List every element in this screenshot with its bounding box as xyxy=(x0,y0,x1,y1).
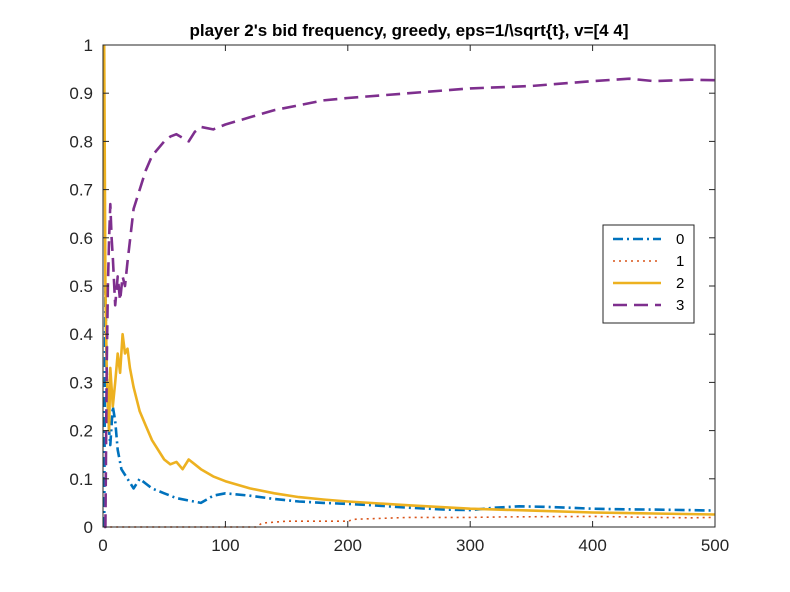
x-tick-label: 300 xyxy=(456,536,484,555)
axes-layer: 0 100 200 300 400 500 0 0.1 0.2 0.3 0.4 0.5 0.6 0.7 0.… xyxy=(69,36,729,555)
y-tick-label: 0.4 xyxy=(69,325,93,344)
legend-label-1: 1 xyxy=(676,253,684,270)
series-line-3 xyxy=(104,77,716,529)
x-tick-label: 500 xyxy=(701,536,729,555)
series-line-2 xyxy=(102,44,716,516)
y-tick-label: 0.5 xyxy=(69,277,93,296)
legend-label-3: 3 xyxy=(676,297,684,314)
y-tick-label: 0.3 xyxy=(69,373,93,392)
x-tick-label: 200 xyxy=(334,536,362,555)
x-tick-label: 0 xyxy=(98,536,107,555)
x-tick-label: 100 xyxy=(211,536,239,555)
y-tick-label: 0 xyxy=(84,518,93,537)
y-tick-label: 0.6 xyxy=(69,229,93,248)
legend-box xyxy=(602,224,695,324)
y-tick-label: 0.9 xyxy=(69,84,93,103)
y-tick-label: 0.1 xyxy=(69,470,93,489)
y-tick-label: 0.7 xyxy=(69,181,93,200)
y-tick-label: 1 xyxy=(84,36,93,55)
chart-title: player 2's bid frequency, greedy, eps=1/… xyxy=(190,21,629,40)
legend: 0 1 2 3 xyxy=(602,224,695,324)
y-tick-label: 0.8 xyxy=(69,132,93,151)
x-tick-label: 400 xyxy=(578,536,606,555)
legend-label-0: 0 xyxy=(676,231,684,248)
y-tick-label: 0.2 xyxy=(69,422,93,441)
legend-label-2: 2 xyxy=(676,275,684,292)
series-line-0 xyxy=(102,284,716,528)
